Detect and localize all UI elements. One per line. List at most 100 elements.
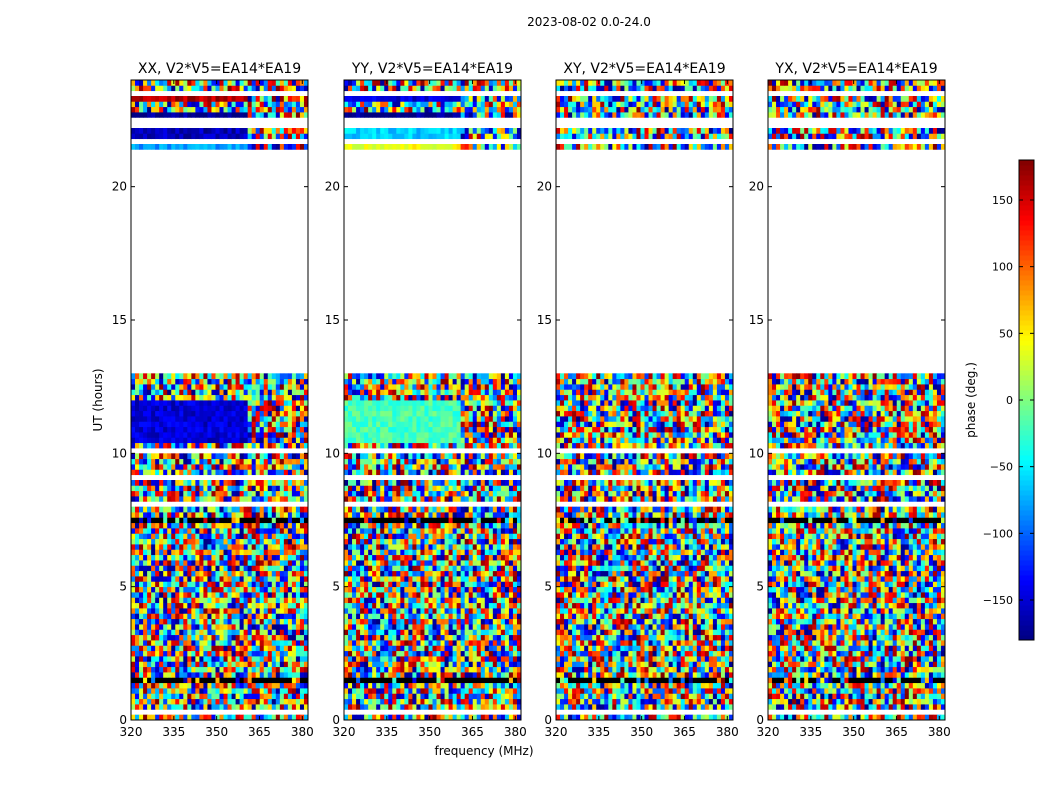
colorbar-swatch [1019, 545, 1034, 551]
x-tick-label: 350 [205, 725, 228, 739]
panel-title: XY, V2*V5=EA14*EA19 [563, 61, 725, 77]
colorbar-swatch [1019, 510, 1034, 516]
figure-suptitle: 2023-08-02 0.0-24.0 [527, 15, 651, 29]
colorbar-tick-label: −150 [983, 594, 1013, 607]
y-tick-label: 20 [325, 180, 340, 194]
x-tick-label: 320 [333, 725, 356, 739]
colorbar-swatch [1019, 610, 1034, 616]
panel-title: YX, V2*V5=EA14*EA19 [774, 61, 937, 77]
x-tick-label: 335 [375, 725, 398, 739]
colorbar-swatch [1019, 525, 1034, 531]
x-tick-label: 350 [630, 725, 653, 739]
x-tick-label: 335 [587, 725, 610, 739]
colorbar-swatch [1019, 605, 1034, 611]
colorbar-swatch [1019, 535, 1034, 541]
colorbar-swatch [1019, 405, 1034, 411]
x-tick-label: 365 [885, 725, 908, 739]
colorbar-swatch [1019, 360, 1034, 366]
panels: XX, V2*V5=EA14*EA19 320 335 350 365 380 0 5 10 15… [112, 61, 951, 739]
x-tick-label: 320 [120, 725, 143, 739]
colorbar-swatch [1019, 570, 1034, 576]
x-tick-label: 365 [248, 725, 271, 739]
colorbar-swatch [1019, 310, 1034, 316]
colorbar-swatch [1019, 190, 1034, 196]
colorbar-swatch [1019, 235, 1034, 241]
colorbar-swatch [1019, 315, 1034, 321]
colorbar-swatch [1019, 165, 1034, 171]
colorbar-swatch [1019, 585, 1034, 591]
y-tick-label: 15 [749, 313, 764, 327]
colorbar-swatch [1019, 505, 1034, 511]
y-tick-label: 5 [544, 580, 552, 594]
colorbar-swatch [1019, 225, 1034, 231]
x-tick-label: 380 [928, 725, 951, 739]
colorbar-swatch [1019, 620, 1034, 626]
colorbar-swatch [1019, 400, 1034, 406]
x-tick-label: 335 [799, 725, 822, 739]
x-tick-label: 335 [162, 725, 185, 739]
panel-frame [343, 79, 522, 721]
colorbar-swatch [1019, 215, 1034, 221]
phase-image [556, 80, 733, 720]
phase-image [768, 80, 945, 720]
colorbar-swatch [1019, 385, 1034, 391]
colorbar-swatch [1019, 290, 1034, 296]
y-tick-label: 10 [537, 446, 552, 460]
phase-image [344, 80, 521, 720]
colorbar-label: phase (deg.) [964, 362, 978, 438]
panel-title: YY, V2*V5=EA14*EA19 [351, 61, 513, 77]
colorbar-swatch [1019, 630, 1034, 636]
y-tick-label: 20 [112, 180, 127, 194]
colorbar-swatch [1019, 175, 1034, 181]
colorbar-swatch [1019, 440, 1034, 446]
y-tick-label: 15 [537, 313, 552, 327]
colorbar-swatch [1019, 365, 1034, 371]
colorbar-swatch [1019, 195, 1034, 201]
colorbar-swatch [1019, 220, 1034, 226]
colorbar-swatch [1019, 490, 1034, 496]
colorbar-swatch [1019, 515, 1034, 521]
panel-frame [767, 79, 946, 721]
x-tick-label: 380 [291, 725, 314, 739]
colorbar-swatch [1019, 205, 1034, 211]
panel-xx: XX, V2*V5=EA14*EA19 320 335 350 365 380 0 5 10 15… [112, 61, 314, 739]
colorbar-swatch [1019, 460, 1034, 466]
colorbar-swatch [1019, 390, 1034, 396]
colorbar-swatch [1019, 530, 1034, 536]
colorbar-swatch [1019, 375, 1034, 381]
colorbar-swatch [1019, 355, 1034, 361]
colorbar-swatch [1019, 635, 1034, 641]
colorbar-swatch [1019, 305, 1034, 311]
colorbar-swatch [1019, 285, 1034, 291]
colorbar-swatch [1019, 395, 1034, 401]
colorbar-swatch [1019, 275, 1034, 281]
colorbar-swatch [1019, 295, 1034, 301]
x-tick-label: 320 [757, 725, 780, 739]
colorbar-swatch [1019, 320, 1034, 326]
x-tick-label: 380 [504, 725, 527, 739]
colorbar-swatch [1019, 210, 1034, 216]
colorbar-swatch [1019, 615, 1034, 621]
colorbar-swatch [1019, 370, 1034, 376]
colorbar-swatch [1019, 255, 1034, 261]
y-tick-label: 0 [332, 713, 340, 727]
colorbar-swatch [1019, 565, 1034, 571]
colorbar-swatch [1019, 560, 1034, 566]
x-tick-label: 380 [716, 725, 739, 739]
colorbar-swatch [1019, 265, 1034, 271]
colorbar-swatch [1019, 380, 1034, 386]
colorbar-tick-label: −50 [990, 461, 1013, 474]
colorbar-swatch [1019, 425, 1034, 431]
y-tick-label: 15 [112, 313, 127, 327]
colorbar-swatch [1019, 485, 1034, 491]
colorbar-swatch [1019, 495, 1034, 501]
panel-yx: YX, V2*V5=EA14*EA19 320 335 350 365 380 0 5 10 15… [749, 61, 951, 739]
colorbar-tick-label: 150 [992, 194, 1013, 207]
x-tick-label: 350 [418, 725, 441, 739]
colorbar-tick-label: 0 [1006, 394, 1013, 407]
colorbar-swatch [1019, 420, 1034, 426]
colorbar-swatch [1019, 445, 1034, 451]
colorbar-swatch [1019, 600, 1034, 606]
colorbar-swatch [1019, 415, 1034, 421]
